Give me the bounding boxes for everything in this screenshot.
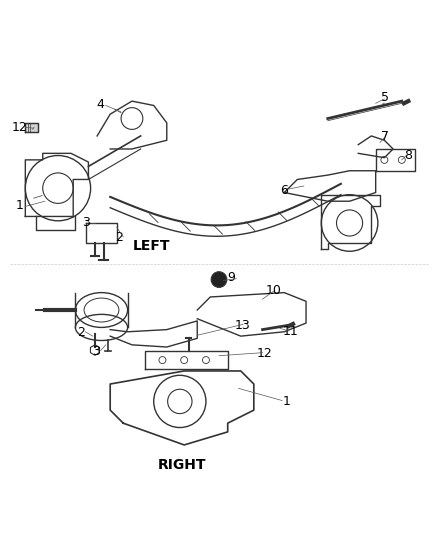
Text: 5: 5: [381, 91, 389, 104]
Text: 3: 3: [82, 216, 90, 230]
Text: 2: 2: [77, 326, 85, 339]
Text: 11: 11: [283, 325, 299, 338]
Text: 3: 3: [92, 345, 100, 358]
Text: 9: 9: [227, 271, 235, 284]
Text: 10: 10: [265, 284, 281, 297]
Text: 6: 6: [280, 184, 288, 197]
Text: 1: 1: [16, 199, 24, 212]
Text: 8: 8: [404, 149, 412, 162]
Text: RIGHT: RIGHT: [158, 458, 206, 472]
Circle shape: [211, 272, 227, 287]
Text: 4: 4: [97, 98, 105, 111]
Text: 1: 1: [283, 395, 290, 408]
Text: 2: 2: [115, 231, 123, 244]
Text: 7: 7: [381, 130, 389, 143]
Text: 13: 13: [235, 319, 251, 332]
Text: LEFT: LEFT: [133, 239, 170, 253]
Text: 12: 12: [257, 347, 272, 360]
Text: 12: 12: [12, 121, 28, 134]
